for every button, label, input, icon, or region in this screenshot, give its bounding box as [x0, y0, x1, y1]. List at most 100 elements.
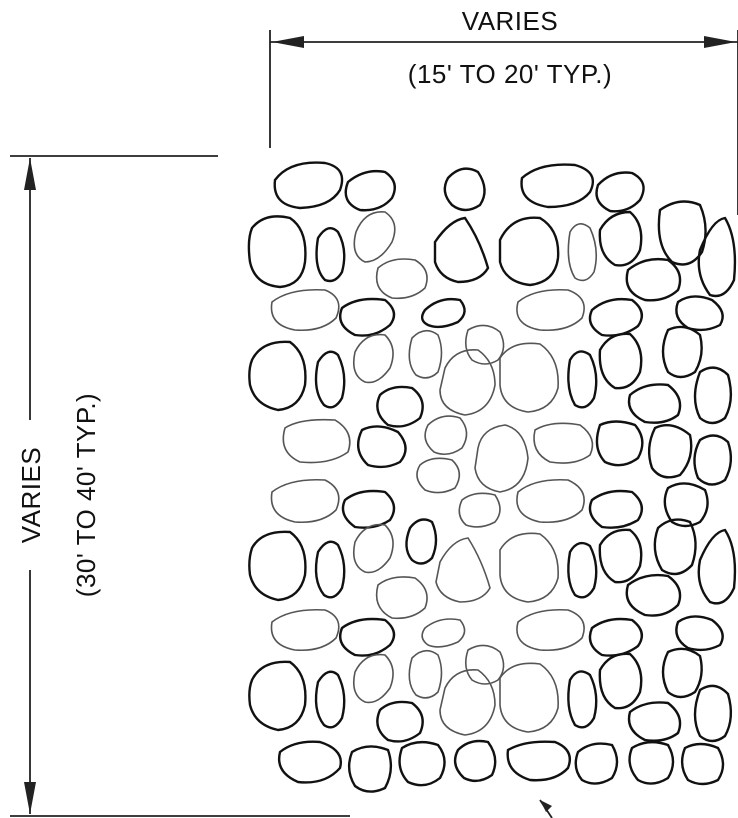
boulder	[516, 288, 585, 332]
boulder	[338, 297, 396, 337]
boulder	[420, 297, 466, 329]
horizontal-dimension-sublabel: (15' TO 20' TYP.)	[408, 59, 612, 89]
boulder	[598, 652, 643, 710]
boulder	[248, 340, 307, 412]
boulder	[588, 297, 644, 337]
boulder	[625, 257, 682, 302]
boulder	[341, 489, 396, 529]
boulder	[458, 492, 501, 528]
boulder	[693, 684, 733, 743]
boulder	[338, 617, 396, 657]
boulder	[574, 742, 619, 785]
boulder	[376, 700, 424, 743]
boulder	[270, 478, 340, 524]
boulder	[453, 739, 497, 783]
boulder	[375, 576, 428, 620]
boulder	[647, 424, 693, 479]
boulder	[421, 618, 466, 648]
boulder	[595, 171, 645, 213]
boulder	[506, 740, 572, 782]
boulder	[628, 740, 675, 785]
boulder	[443, 167, 486, 212]
horizontal-dimension: VARIES (15' TO 20' TYP.)	[269, 6, 738, 215]
boulder	[627, 701, 682, 742]
vertical-dimension-sublabel: (30' TO 40' TYP.)	[71, 393, 101, 597]
boulder	[567, 670, 598, 729]
vertical-dimension-label: VARIES	[16, 447, 46, 543]
boulder	[675, 295, 724, 332]
boulder	[567, 223, 598, 282]
boulder	[657, 200, 707, 266]
boulder	[588, 617, 644, 657]
boulder	[627, 383, 682, 424]
boulder	[347, 745, 393, 793]
boulder-field	[247, 161, 737, 793]
boulder	[653, 518, 697, 576]
boulder	[680, 742, 725, 786]
boulder	[247, 215, 307, 289]
boulder	[588, 489, 644, 529]
vertical-label-gap	[20, 420, 42, 570]
boulder	[499, 532, 559, 603]
boulder	[661, 325, 703, 379]
boulder	[693, 434, 733, 486]
boulder	[464, 324, 505, 365]
boulder	[516, 478, 585, 524]
bottom-arrowhead	[24, 782, 36, 814]
boulder	[352, 523, 394, 574]
boulder	[248, 530, 307, 602]
boulder	[416, 457, 461, 494]
boulder	[625, 573, 682, 617]
boulder	[498, 216, 560, 287]
boulder	[663, 482, 709, 528]
boulder	[277, 740, 342, 784]
boulder	[439, 349, 496, 416]
boulder	[248, 660, 307, 732]
boulder	[375, 258, 428, 300]
boulder	[661, 647, 703, 699]
boulder	[424, 415, 468, 456]
boulder	[376, 385, 424, 428]
boulder	[270, 288, 340, 332]
boulder	[408, 329, 443, 379]
boulder	[408, 649, 443, 699]
horizontal-dimension-label: VARIES	[462, 6, 558, 36]
boulder	[499, 662, 559, 733]
boulder	[282, 418, 351, 464]
boulder	[520, 163, 595, 209]
boulder	[344, 169, 396, 212]
boulder	[499, 342, 559, 413]
vertical-dimension: VARIES (30' TO 40' TYP.)	[10, 155, 350, 817]
boulder	[352, 333, 394, 384]
boulder	[270, 608, 340, 652]
boulder	[516, 608, 585, 652]
boulder	[439, 669, 496, 736]
boulder	[675, 615, 724, 652]
boulder	[352, 653, 394, 704]
boulder	[464, 644, 505, 685]
boulder	[435, 537, 491, 603]
boulder	[567, 541, 598, 599]
leader-arrowhead	[540, 800, 552, 812]
left-arrowhead	[272, 36, 304, 48]
boulder	[314, 350, 346, 409]
boulder	[315, 226, 346, 283]
boulder	[356, 425, 407, 469]
boulder	[595, 420, 644, 467]
boulder	[533, 422, 594, 464]
boulder	[353, 211, 396, 263]
boulder	[433, 216, 490, 284]
boulder	[405, 518, 438, 565]
boulder	[314, 540, 346, 599]
boulder	[598, 332, 643, 390]
boulder	[598, 528, 643, 584]
boulder	[697, 528, 737, 605]
boulder	[598, 210, 643, 267]
right-arrowhead	[704, 36, 736, 48]
boulder	[314, 670, 346, 729]
boulder	[474, 424, 529, 493]
top-arrowhead	[24, 158, 36, 190]
boulder	[567, 350, 598, 409]
